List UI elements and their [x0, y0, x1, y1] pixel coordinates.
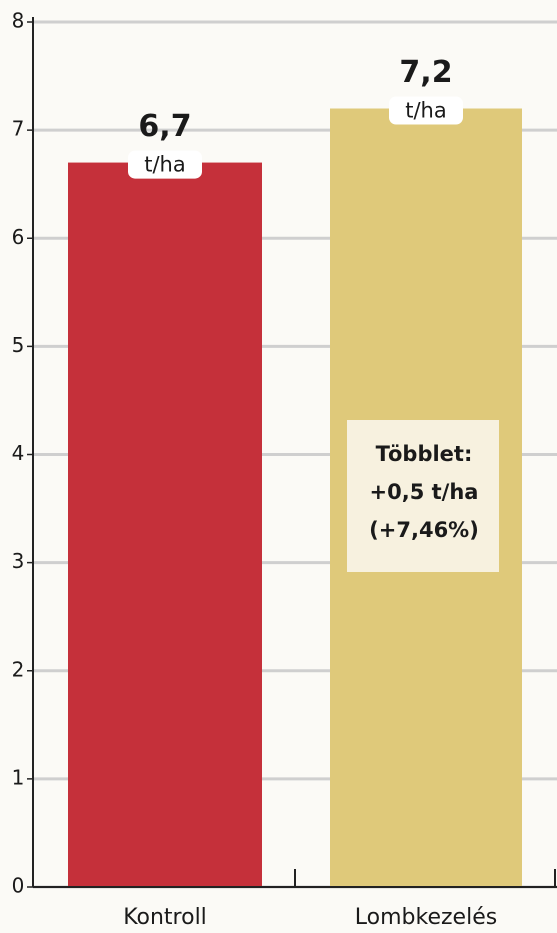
y-tick-label: 7 — [12, 117, 25, 141]
annotation: Többlet: — [376, 442, 473, 466]
value-unit: t/ha — [405, 99, 447, 123]
y-tick-label: 1 — [12, 765, 25, 789]
x-tick-label: Lombkezelés — [355, 905, 497, 930]
value-unit: t/ha — [144, 153, 186, 177]
y-tick-label: 3 — [12, 549, 25, 573]
y-tick-label: 2 — [12, 657, 25, 681]
bar — [68, 163, 262, 887]
y-tick-label: 5 — [12, 333, 25, 357]
y-tick-label: 4 — [12, 441, 25, 465]
x-tick-label: Kontroll — [123, 905, 207, 930]
value-label: 6,7 — [138, 109, 191, 144]
annotation: +0,5 t/ha — [370, 480, 479, 504]
y-tick-label: 8 — [12, 9, 25, 33]
y-tick-label: 6 — [12, 225, 25, 249]
value-label: 7,2 — [399, 55, 452, 90]
annotation: (+7,46%) — [369, 518, 479, 542]
chart: 0 1 2 3 4 5 6 7 8 Kontroll 6,7 t/ha Lombkezelés 7,2 t/… — [0, 0, 557, 933]
y-tick-label: 0 — [12, 874, 25, 898]
